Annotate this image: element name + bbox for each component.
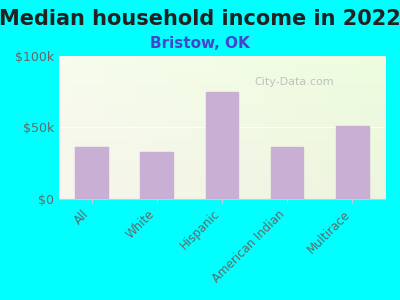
Text: Median household income in 2022: Median household income in 2022 [0, 9, 400, 29]
Bar [336, 126, 369, 199]
Text: City-Data.com: City-Data.com [254, 77, 334, 87]
Bar [271, 147, 304, 199]
Bar [140, 152, 173, 199]
Bar [75, 147, 108, 199]
Bar [206, 92, 238, 199]
Text: Bristow, OK: Bristow, OK [150, 36, 250, 51]
